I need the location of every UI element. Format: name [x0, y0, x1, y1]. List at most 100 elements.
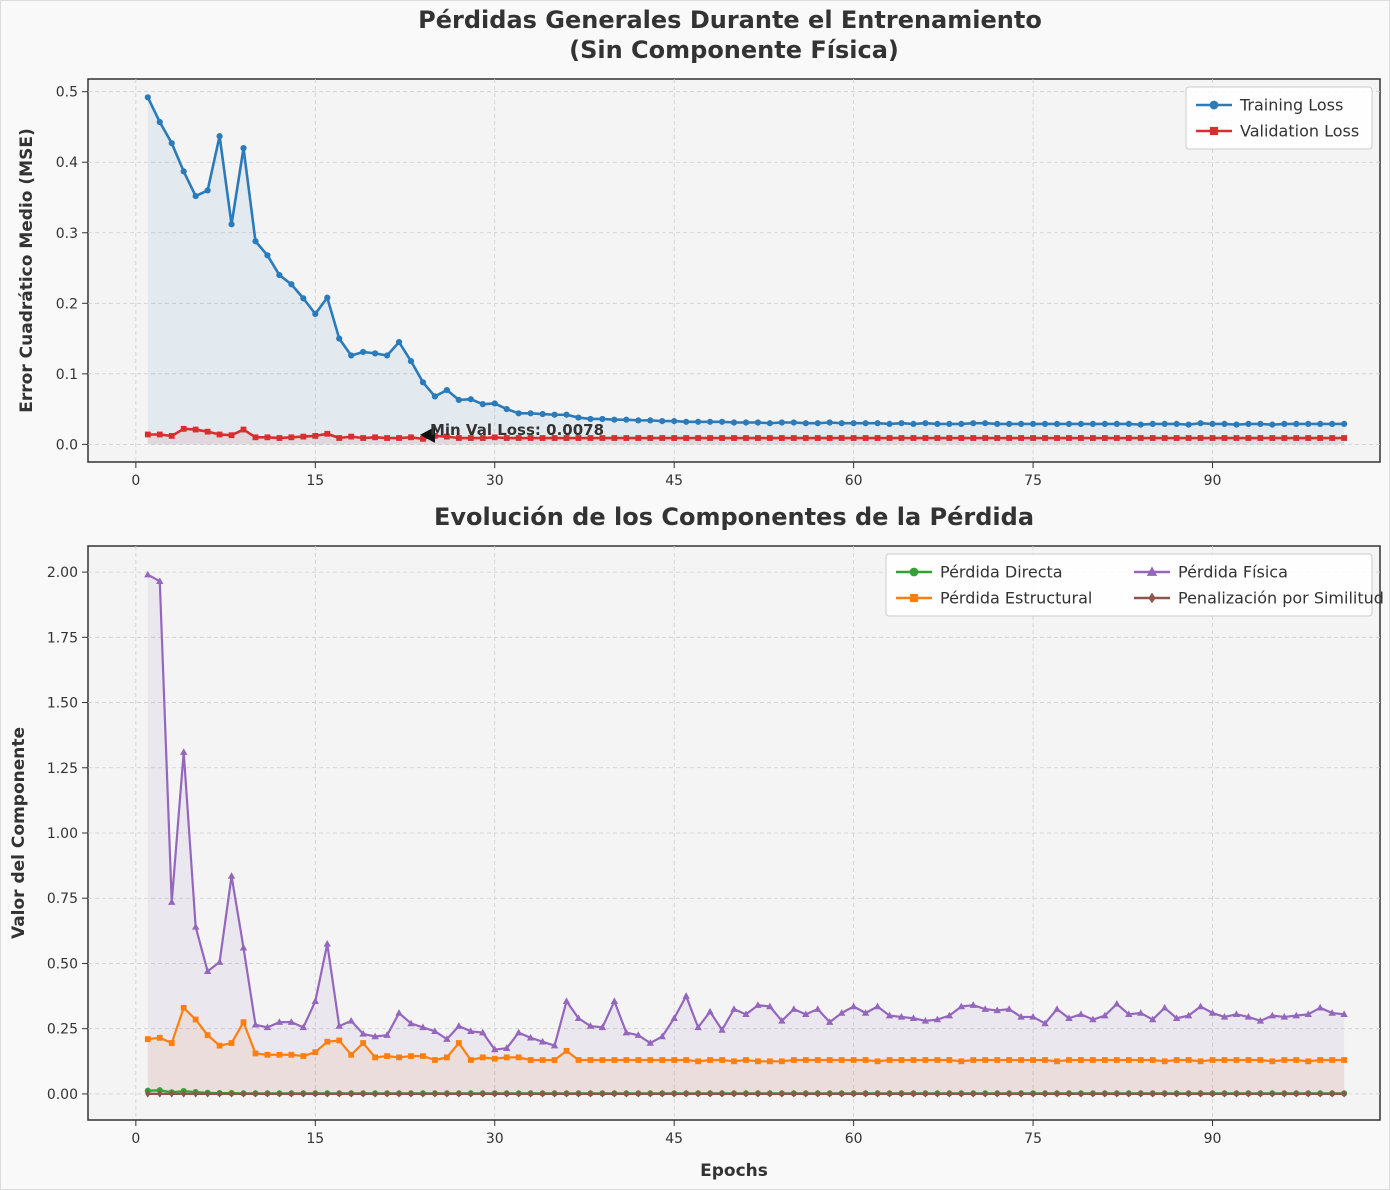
y-tick-label: 0.50: [47, 956, 78, 972]
data-point: [551, 411, 558, 418]
data-point: [635, 1057, 642, 1063]
data-point: [994, 1090, 1000, 1098]
data-point: [1317, 1090, 1323, 1098]
data-point: [814, 1005, 822, 1012]
data-point: [946, 420, 953, 428]
data-point: [599, 435, 606, 441]
legend-general-losses: Training Loss Validation Loss: [1185, 86, 1373, 150]
data-point: [1018, 420, 1025, 428]
data-point: [647, 1090, 653, 1098]
data-point: [468, 1090, 474, 1098]
y-axis-label: Valor del Componente: [9, 727, 29, 939]
series-p-rdida-f-sica: [144, 570, 1348, 1053]
x-tick-label: 90: [1204, 473, 1222, 489]
data-point: [1329, 435, 1336, 441]
data-point: [144, 570, 152, 578]
data-point: [598, 1023, 607, 1031]
data-point: [1029, 420, 1037, 428]
legend-box: [1185, 86, 1373, 150]
axes-loss-components: 0 15 30 45 60 75 90 0.00 0.25 0.50 0.75 1.00 1.25 1.5…: [47, 565, 1222, 1147]
data-point: [1245, 420, 1252, 428]
data-point: [228, 221, 235, 228]
data-point: [156, 118, 163, 126]
data-point: [970, 420, 977, 427]
data-point: [323, 939, 331, 947]
data-point: [1041, 420, 1049, 428]
data-point: [862, 420, 869, 427]
data-point: [240, 145, 247, 152]
data-point: [611, 435, 618, 441]
data-point: [526, 1033, 535, 1041]
data-point: [396, 1054, 402, 1061]
data-point: [910, 1057, 917, 1063]
data-point: [1006, 420, 1013, 428]
data-point: [707, 1090, 713, 1098]
data-point: [849, 1002, 858, 1010]
data-point: [838, 435, 845, 441]
data-point: [228, 1040, 235, 1046]
data-point: [826, 435, 833, 441]
data-point: [790, 419, 797, 426]
x-tick-label: 15: [306, 473, 324, 489]
data-point: [1065, 1014, 1073, 1021]
data-point: [885, 1011, 894, 1019]
x-tick-label: 60: [845, 473, 863, 489]
y-axis-label: Error Cuadrático Medio (MSE): [17, 128, 37, 412]
data-point: [1341, 435, 1348, 441]
data-point: [658, 1032, 666, 1040]
x-axis-label: Epochs: [700, 1161, 768, 1181]
data-point: [1005, 1005, 1013, 1012]
data-point: [1089, 435, 1096, 441]
data-point: [982, 1090, 988, 1098]
data-point: [300, 295, 307, 302]
data-point: [1090, 1090, 1096, 1098]
area-fill: [147, 1007, 1345, 1094]
data-point: [755, 1058, 761, 1065]
data-point: [1101, 420, 1108, 428]
data-point: [694, 1023, 702, 1031]
data-point: [814, 435, 821, 441]
y-tick-label: 1.75: [47, 630, 78, 646]
chart-title: Evolución de los Componentes de la Pérdi…: [434, 503, 1034, 531]
data-point: [850, 420, 857, 427]
data-point: [1030, 1090, 1036, 1098]
data-point: [527, 1057, 534, 1063]
data-point: [1341, 1057, 1348, 1063]
data-point: [1054, 435, 1060, 441]
data-point: [634, 1031, 643, 1038]
data-point: [587, 1090, 594, 1098]
data-point: [264, 1051, 271, 1058]
data-point: [491, 1045, 499, 1053]
data-point: [479, 401, 486, 408]
data-point: [1054, 1090, 1060, 1098]
data-point: [743, 1090, 749, 1098]
data-point: [707, 1057, 713, 1063]
data-point: [420, 1053, 426, 1059]
series-loss-components: [144, 570, 1348, 1098]
legend-label: Training Loss: [1239, 96, 1343, 115]
data-point: [718, 418, 726, 425]
data-point: [276, 435, 283, 441]
data-point: [970, 1090, 976, 1098]
data-point: [395, 338, 403, 346]
data-point: [1209, 435, 1216, 441]
data-point: [719, 1090, 725, 1098]
data-point: [1174, 1090, 1180, 1098]
data-point: [276, 271, 283, 279]
data-point: [1041, 1019, 1049, 1027]
data-point: [157, 1090, 163, 1098]
data-point: [1185, 1090, 1192, 1098]
data-point: [348, 352, 355, 359]
data-point: [994, 1057, 1001, 1063]
data-point: [970, 435, 977, 441]
data-point: [1149, 420, 1156, 428]
data-point: [1161, 435, 1168, 441]
data-point: [324, 430, 331, 437]
data-point: [312, 1049, 319, 1056]
data-point: [1293, 435, 1300, 441]
data-point: [467, 1057, 474, 1063]
data-point: [335, 1022, 343, 1029]
data-point: [384, 435, 390, 441]
data-point: [1101, 1057, 1108, 1063]
data-point: [575, 1057, 582, 1063]
